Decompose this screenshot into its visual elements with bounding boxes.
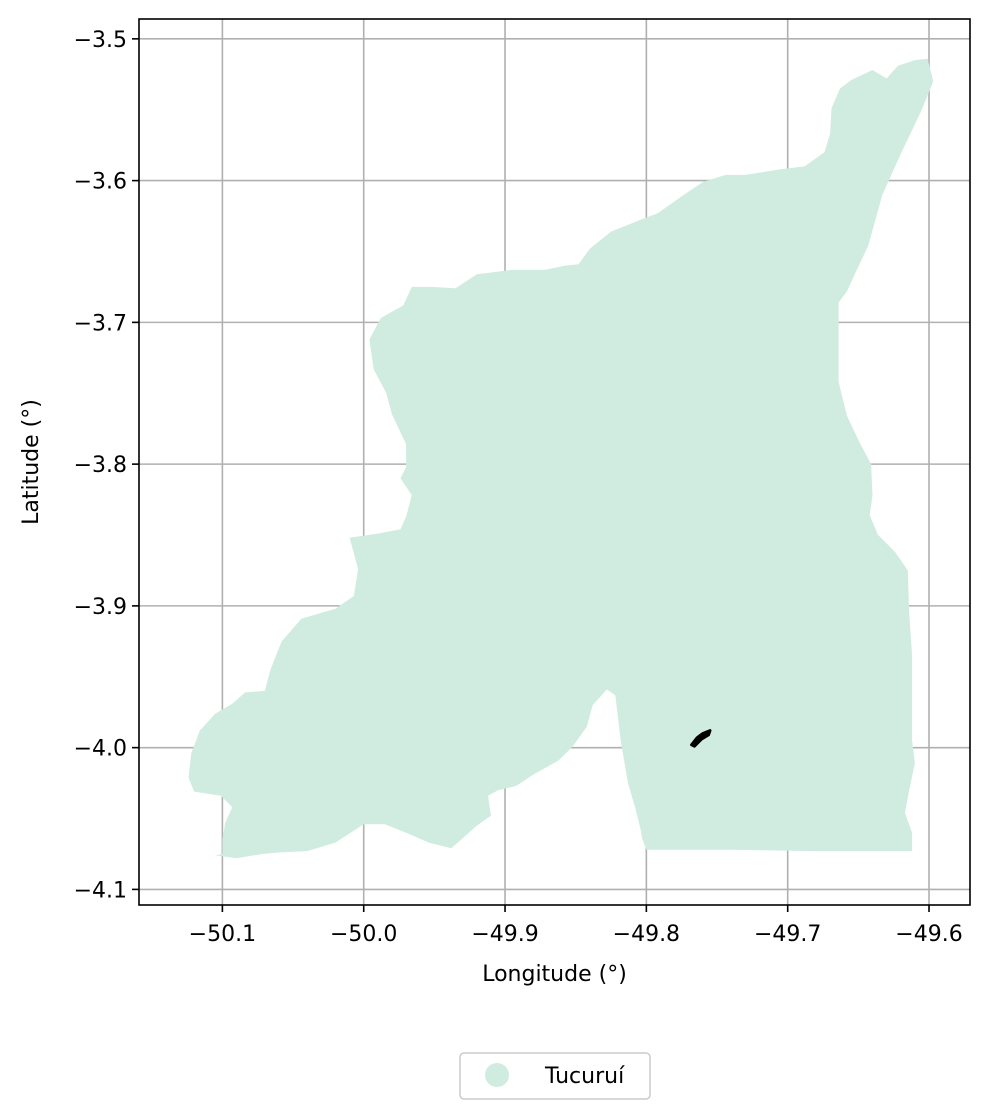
y-tick-label: −3.9	[74, 595, 127, 620]
legend: Tucuruí	[459, 1052, 651, 1100]
y-tick-label: −3.8	[74, 453, 127, 478]
x-tick-label: −49.8	[613, 922, 680, 947]
legend-box	[459, 1052, 651, 1100]
legend-label: Tucuruí	[544, 1064, 625, 1089]
x-tick-label: −49.9	[471, 922, 538, 947]
region-tucuru-	[188, 58, 934, 859]
y-tick-label: −3.5	[74, 28, 127, 53]
x-tick-label: −49.7	[754, 922, 821, 947]
x-tick-label: −50.1	[189, 922, 256, 947]
x-tick-label: −49.6	[895, 922, 962, 947]
y-tick-label: −4.0	[74, 737, 127, 762]
y-tick-label: −3.6	[74, 170, 127, 195]
x-axis-label: Longitude (°)	[482, 962, 627, 987]
highlight-area-1	[690, 729, 712, 748]
axis-ticks: −50.1 −50.0 −49.9 −49.8 −49.7 −49.6 −3.5 −3.6 −3…	[74, 28, 963, 947]
y-tick-label: −3.7	[74, 311, 127, 336]
axes-frame	[138, 18, 971, 906]
legend-marker	[485, 1063, 509, 1087]
y-axis-label: Latitude (°)	[19, 399, 44, 525]
x-tick-label: −50.0	[330, 922, 397, 947]
y-tick-label: −4.1	[74, 878, 127, 903]
map-regions	[188, 58, 934, 859]
